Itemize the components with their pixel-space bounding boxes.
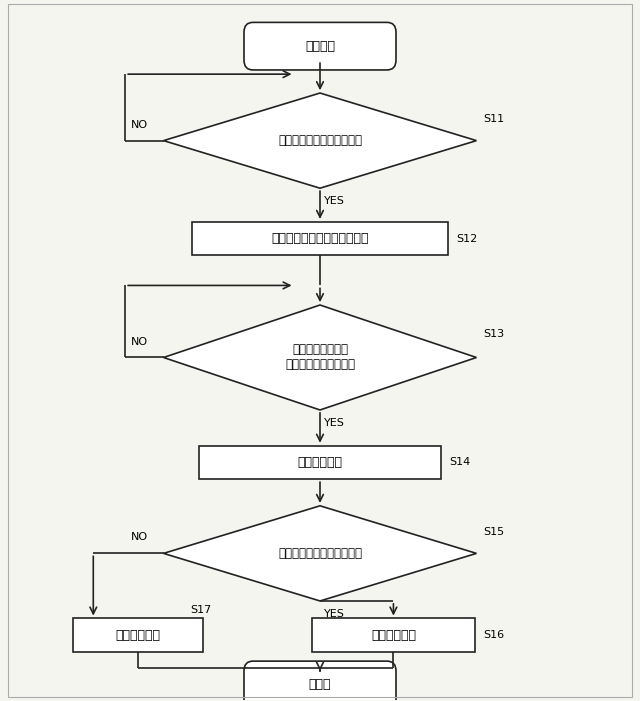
Text: S14: S14 (450, 458, 471, 468)
Text: NO: NO (131, 531, 148, 542)
Text: S17: S17 (191, 605, 212, 615)
Text: 青信号開始時刻，
発進交通流速度受信？: 青信号開始時刻， 発進交通流速度受信？ (285, 343, 355, 372)
Text: スタート: スタート (305, 40, 335, 53)
Text: エンド: エンド (308, 679, 332, 691)
Text: 車両が交差点手前で停止？: 車両が交差点手前で停止？ (278, 134, 362, 147)
Text: エンジン停止: エンジン停止 (371, 629, 416, 641)
Text: YES: YES (324, 608, 344, 618)
FancyBboxPatch shape (72, 618, 204, 652)
Text: S11: S11 (483, 114, 504, 124)
FancyBboxPatch shape (198, 446, 442, 479)
Text: S15: S15 (483, 527, 504, 537)
Text: 停止時刻，停止位置情報送信: 停止時刻，停止位置情報送信 (271, 232, 369, 245)
Polygon shape (164, 506, 476, 601)
Text: 停止時間＞停止時間閾値？: 停止時間＞停止時間閾値？ (278, 547, 362, 560)
Text: NO: NO (131, 121, 148, 130)
Text: YES: YES (324, 418, 344, 428)
Text: NO: NO (131, 337, 148, 347)
Text: アイドリング: アイドリング (115, 629, 161, 641)
FancyBboxPatch shape (312, 618, 475, 652)
Text: S13: S13 (483, 329, 504, 339)
FancyBboxPatch shape (244, 22, 396, 70)
Polygon shape (164, 93, 476, 188)
FancyBboxPatch shape (192, 222, 448, 255)
Text: 停止時間算出: 停止時間算出 (298, 456, 342, 469)
Text: YES: YES (324, 196, 344, 206)
Text: S12: S12 (456, 233, 477, 243)
FancyBboxPatch shape (244, 661, 396, 701)
Text: S16: S16 (483, 630, 504, 640)
Polygon shape (164, 305, 476, 410)
